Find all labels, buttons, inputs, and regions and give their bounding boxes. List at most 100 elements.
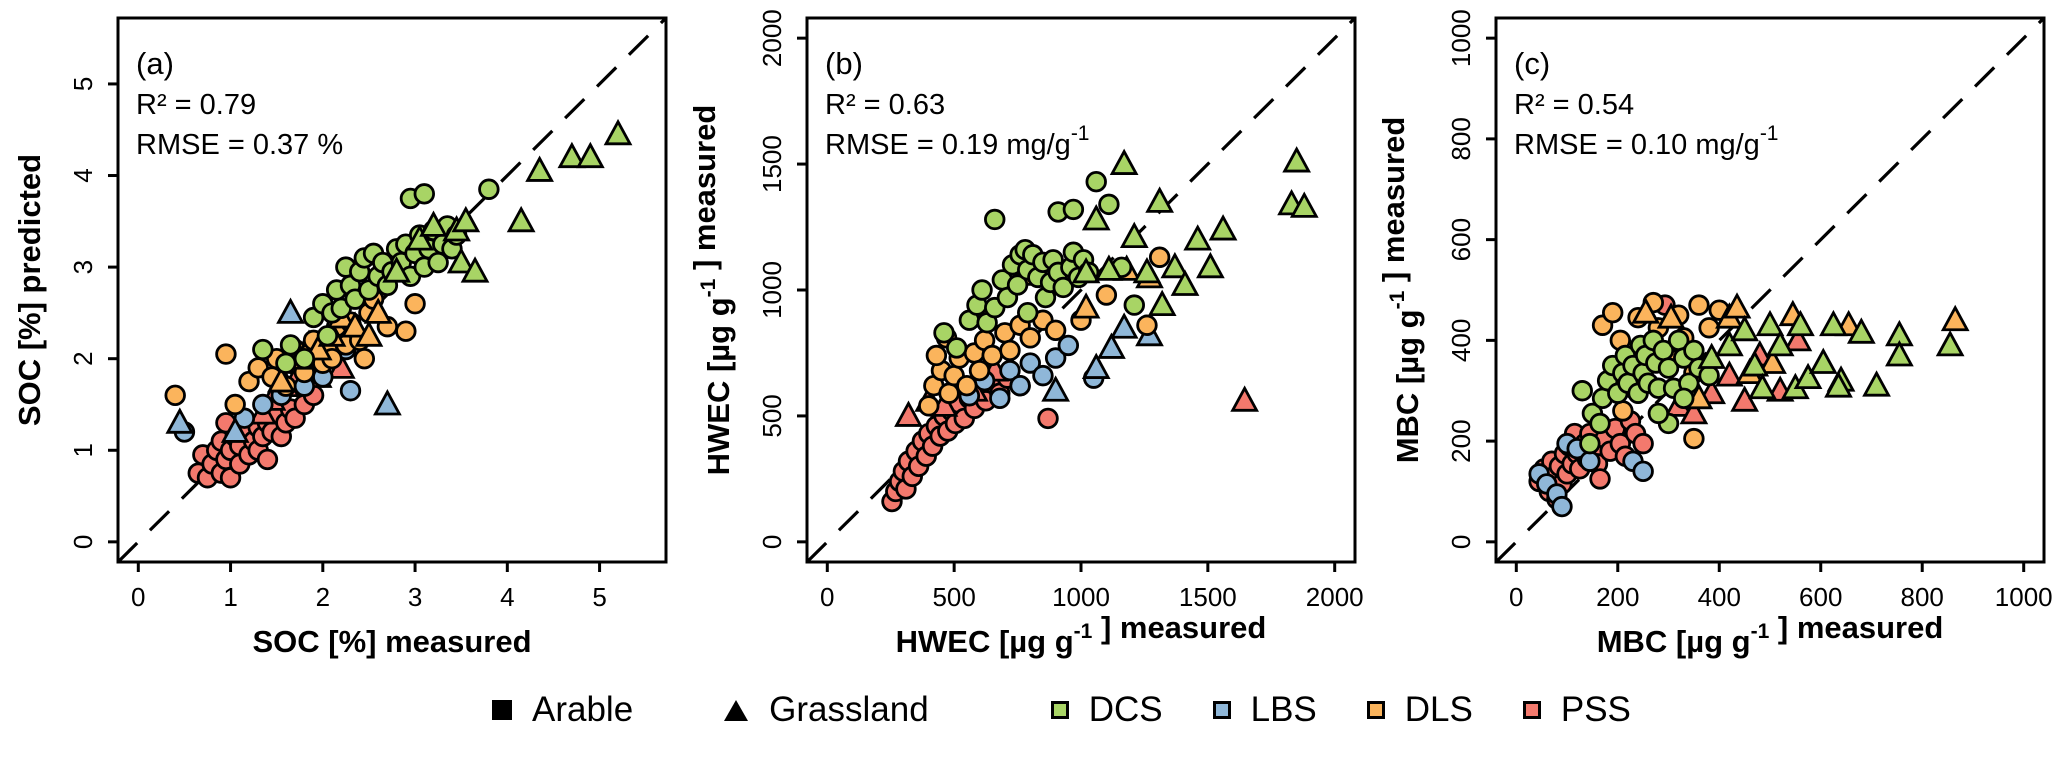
- y-tick-label: 3: [68, 260, 98, 274]
- data-point-circle-DCS: [1571, 380, 1593, 402]
- plot-box: [116, 16, 668, 564]
- text-segment: HWEC [µg g: [896, 624, 1074, 659]
- data-point-circle-LBS: [1032, 364, 1054, 387]
- data-point-triangle-LBS: [165, 407, 195, 434]
- y-tick-label: 0: [1446, 535, 1476, 549]
- data-point-triangle-DLS: [1758, 347, 1787, 374]
- r-squared-text: R² = 0.79: [136, 89, 256, 121]
- data-point-circle-DCS: [1062, 198, 1085, 221]
- data-point-circle-DCS: [1647, 402, 1670, 425]
- data-point-triangle-DLS: [354, 320, 384, 347]
- y-tick-label: 2: [68, 351, 98, 365]
- data-point-triangle-DCS: [1196, 251, 1225, 279]
- y-tick-label: 800: [1446, 117, 1476, 160]
- y-tick-label: 400: [1446, 319, 1476, 362]
- data-point-circle-DCS: [1698, 364, 1720, 387]
- data-point-triangle-DCS: [446, 247, 476, 274]
- text-segment: ] measured: [1092, 610, 1266, 645]
- data-point-circle-DLS: [224, 393, 246, 416]
- data-point-circle-DCS: [984, 208, 1006, 231]
- data-point-circle-DCS: [1123, 294, 1145, 316]
- x-tick-label: 200: [1596, 582, 1639, 612]
- scatter-panel-soc: 0 0 1 1 2 2 3 3 4 4 5 5 (a) R² = 0.79 RMSE = 0.37 % SOC…: [12, 16, 668, 659]
- data-point-circle-PSS: [1589, 468, 1611, 490]
- data-point-circle-LBS: [989, 387, 1011, 409]
- y-axis-title: MBC [µg g-1 ] measured: [1378, 117, 1425, 464]
- superscript: -1: [1074, 620, 1093, 643]
- y-tick-label: 600: [1446, 218, 1476, 261]
- data-point-triangle-DCS: [575, 141, 605, 169]
- x-tick-label: 1000: [1995, 582, 2053, 612]
- data-point-circle-DCS: [1006, 274, 1029, 296]
- y-tick-label: 500: [757, 394, 787, 437]
- x-tick-label: 5: [592, 582, 606, 612]
- data-point-triangle-LBS: [1109, 312, 1139, 339]
- data-point-circle-PSS: [256, 448, 279, 471]
- x-tick-label: 0: [820, 582, 834, 612]
- data-point-circle-DLS: [956, 375, 978, 397]
- rmse-text: RMSE = 0.10 mg/g-1: [1514, 122, 1779, 161]
- text-segment: RMSE = 0.37 %: [136, 129, 343, 161]
- data-point-triangle-DCS: [1885, 340, 1914, 367]
- data-point-circle-DCS: [316, 325, 339, 347]
- x-tick-label: 500: [932, 582, 975, 612]
- pss-swatch-icon: [1522, 701, 1541, 719]
- data-point-triangle-DLS: [1940, 304, 1970, 332]
- data-point-circle-DCS: [1098, 193, 1120, 216]
- data-point-circle-DCS: [933, 322, 955, 344]
- x-tick-label: 1: [223, 582, 237, 612]
- data-point-circle-DLS: [1683, 427, 1705, 450]
- data-point-circle-DCS: [971, 279, 993, 301]
- x-tick-label: 800: [1901, 582, 1944, 612]
- data-point-circle-DLS: [404, 293, 426, 315]
- data-point-circle-DLS: [999, 339, 1021, 362]
- data-point-triangle-DCS: [1183, 224, 1213, 251]
- data-point-triangle-DCS: [1819, 309, 1848, 337]
- data-point-triangle-DCS: [1786, 309, 1815, 337]
- legend-item-pss: PSS: [1522, 690, 1631, 730]
- data-point-circle-DLS: [981, 344, 1003, 367]
- data-point-triangle-LBS: [276, 297, 305, 324]
- data-point-triangle-DCS: [1697, 342, 1727, 369]
- data-point-circle-PSS: [1037, 407, 1059, 430]
- data-point-circle-DCS: [1589, 412, 1611, 435]
- y-axis-title: SOC [%] predicted: [12, 154, 47, 426]
- data-point-triangle-DCS: [1282, 146, 1312, 173]
- data-point-circle-DCS: [279, 334, 302, 356]
- data-point-circle-PSS: [1632, 432, 1654, 455]
- x-tick-label: 600: [1799, 582, 1842, 612]
- data-point-circle-DCS: [1673, 387, 1695, 409]
- data-point-triangle-DCS: [1289, 191, 1319, 218]
- data-point-circle-DLS: [968, 359, 991, 382]
- text-segment: ] measured: [1378, 117, 1411, 291]
- data-point-circle-DCS: [945, 337, 968, 359]
- data-point-triangle-DLS: [1631, 297, 1661, 324]
- y-tick-label: 1000: [757, 261, 787, 319]
- data-point-triangle-DLS: [340, 311, 370, 338]
- legend-label-dls: DLS: [1404, 690, 1473, 729]
- data-point-triangle-PSS: [894, 400, 923, 427]
- legend-item-grassland: Grassland: [723, 690, 929, 730]
- r-squared-text: R² = 0.54: [1514, 89, 1634, 121]
- data-point-circle-LBS: [1044, 347, 1067, 369]
- x-tick-label: 400: [1698, 582, 1741, 612]
- lbs-swatch-icon: [1212, 701, 1231, 719]
- identity-line: [805, 16, 1357, 564]
- data-point-triangle-DLS: [1656, 302, 1686, 329]
- data-point-triangle-DCS: [1748, 372, 1777, 400]
- x-tick-label: 3: [408, 582, 422, 612]
- data-point-triangle-LBS: [220, 416, 250, 443]
- data-point-circle-DCS: [1579, 432, 1601, 455]
- data-point-circle-DLS: [215, 343, 237, 365]
- superscript: -1: [1751, 620, 1770, 643]
- data-point-triangle-LBS: [1041, 375, 1070, 402]
- data-point-circle-DCS: [1657, 357, 1680, 379]
- data-point-triangle-DCS: [1132, 256, 1162, 284]
- data-point-triangle-DCS: [1160, 251, 1190, 279]
- data-point-triangle-PSS: [1679, 397, 1709, 425]
- x-tick-label: 2: [316, 582, 330, 612]
- text-segment: ] measured: [1769, 610, 1943, 645]
- x-tick-label: 0: [1509, 582, 1523, 612]
- panel-label: (c): [1514, 46, 1550, 81]
